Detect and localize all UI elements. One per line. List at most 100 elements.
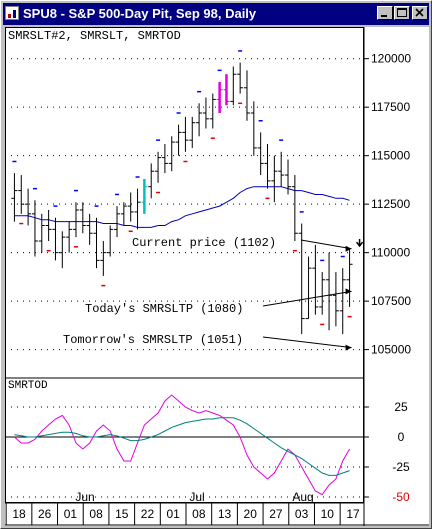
moving-average-layer xyxy=(14,186,350,228)
price-bar xyxy=(223,74,230,106)
x-axis-day-label: 01 xyxy=(64,507,78,521)
price-bar xyxy=(182,116,189,152)
price-bar xyxy=(312,244,319,315)
price-bar xyxy=(107,225,114,257)
x-axis-day-label: 20 xyxy=(244,507,258,521)
maximize-button[interactable] xyxy=(394,6,410,20)
x-axis-day-label: 15 xyxy=(115,507,129,521)
tomorrow-smrsltp-arrow-head xyxy=(345,344,352,351)
tomorrow-smrsltp-annotation: Tomorrow's SMRSLTP (1051) xyxy=(63,333,243,347)
maximize-icon xyxy=(397,8,407,17)
down-arrow-icon xyxy=(355,239,364,248)
price-bar xyxy=(209,93,216,129)
chart-app-icon[interactable] xyxy=(5,6,19,20)
price-bar xyxy=(141,178,148,214)
price-bar xyxy=(298,223,305,335)
x-axis-day-label: 08 xyxy=(192,507,206,521)
price-y-tick-label: 112500 xyxy=(371,197,410,211)
price-bar xyxy=(175,124,182,156)
price-bar xyxy=(285,159,292,195)
price-panel-header: SMRSLT#2, SMRSLT, SMRTOD xyxy=(8,29,181,43)
price-bar xyxy=(93,217,100,269)
price-chart-svg[interactable]: 105000 107500 110000 112500 115000 117500 1200… xyxy=(5,27,429,526)
price-bar xyxy=(120,202,127,226)
x-axis-day-label: 22 xyxy=(141,507,155,521)
price-bar xyxy=(346,248,353,307)
x-axis-day-label: 08 xyxy=(89,507,103,521)
osc-y-axis: 25 0 -25 -50 xyxy=(364,400,410,504)
price-bar xyxy=(114,206,121,238)
price-bar xyxy=(264,144,271,189)
date-x-axis: 18 26 01 08 15 22 01 08 13 20 27 03 10 17 Jun Jul Aug xyxy=(5,490,360,525)
x-axis-day-label: 13 xyxy=(218,507,232,521)
price-bar xyxy=(202,97,209,129)
price-bars-layer xyxy=(11,62,353,335)
price-bar xyxy=(148,163,155,199)
osc-y-tick-label: -25 xyxy=(392,460,410,474)
price-y-tick-label: 110000 xyxy=(371,246,410,260)
price-bar xyxy=(161,144,168,174)
price-bar xyxy=(196,103,203,137)
smrslt-moving-average-line xyxy=(14,186,350,228)
price-y-tick-label: 120000 xyxy=(371,52,411,66)
price-bar xyxy=(127,192,134,222)
window-title: SPU8 - S&P 500-Day Pit, Sep 98, Daily xyxy=(23,6,257,21)
price-y-axis: 105000 107500 110000 112500 115000 117500 1200… xyxy=(364,52,411,357)
minimize-button[interactable] xyxy=(377,6,393,20)
osc-panel-header: SMRTOD xyxy=(8,380,48,392)
price-bar xyxy=(339,268,346,335)
x-axis-month-label: Jun xyxy=(75,490,94,504)
current-price-annotation: Current price (1102) xyxy=(132,236,276,250)
price-bar xyxy=(237,62,244,94)
price-bar xyxy=(168,136,175,172)
x-axis-day-label: 01 xyxy=(166,507,180,521)
price-bar xyxy=(291,175,298,241)
price-bar xyxy=(278,151,285,187)
price-bar xyxy=(25,188,32,226)
price-y-tick-label: 105000 xyxy=(371,343,411,357)
price-y-tick-label: 117500 xyxy=(371,100,410,114)
chart-area[interactable]: 105000 107500 110000 112500 115000 117500 1200… xyxy=(5,27,429,526)
x-axis-day-label: 10 xyxy=(321,507,335,521)
price-bar xyxy=(100,241,107,276)
x-axis-day-label: 27 xyxy=(269,507,283,521)
annotation-arrows xyxy=(262,239,364,351)
current-price-arrow-head xyxy=(345,245,352,252)
price-bar xyxy=(38,213,45,253)
x-axis-day-label: 26 xyxy=(38,507,52,521)
price-bar xyxy=(155,151,162,183)
price-bar xyxy=(326,252,333,331)
price-bar xyxy=(79,202,86,234)
price-bar xyxy=(11,173,18,222)
price-bar xyxy=(257,132,264,176)
price-bar xyxy=(86,213,93,245)
price-bar xyxy=(31,200,38,257)
price-bar xyxy=(72,202,79,238)
price-bar xyxy=(45,209,52,241)
smrtod-fast-line xyxy=(14,394,351,496)
smrtod-slow-line xyxy=(14,417,350,476)
x-axis-month-label: Aug xyxy=(292,490,313,504)
price-bar xyxy=(230,66,237,106)
x-axis-day-label: 03 xyxy=(295,507,309,521)
osc-y-tick-label: 0 xyxy=(398,430,405,444)
price-bar xyxy=(243,70,250,121)
today-smrsltp-annotation: Today's SMRSLTP (1080) xyxy=(85,302,243,316)
x-axis-day-label: 18 xyxy=(12,507,26,521)
price-bar xyxy=(52,217,59,261)
title-bar[interactable]: SPU8 - S&P 500-Day Pit, Sep 98, Daily xyxy=(3,3,429,25)
price-y-tick-label: 115000 xyxy=(371,149,410,163)
price-bar xyxy=(305,256,312,320)
today-smrsltp-arrow xyxy=(262,290,352,307)
price-bar xyxy=(18,175,25,214)
tomorrow-smrsltp-arrow xyxy=(262,336,352,349)
close-button[interactable] xyxy=(412,6,428,20)
stop-marks-layer xyxy=(12,50,352,326)
current-price-arrow xyxy=(300,239,352,250)
price-bar xyxy=(59,231,66,269)
osc-y-tick-label: -50 xyxy=(392,490,410,504)
price-bar xyxy=(271,155,278,203)
minimize-icon xyxy=(381,15,387,17)
price-bar xyxy=(134,188,141,230)
